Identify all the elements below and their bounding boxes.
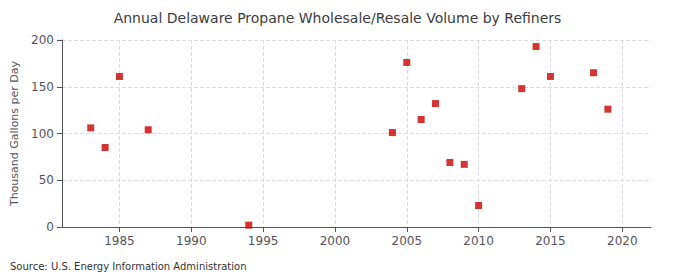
svg-text:2015: 2015 bbox=[535, 234, 566, 248]
svg-text:2010: 2010 bbox=[463, 234, 494, 248]
svg-text:0: 0 bbox=[46, 220, 54, 234]
svg-text:Thousand Gallons per Day: Thousand Gallons per Day bbox=[8, 60, 21, 207]
svg-text:200: 200 bbox=[31, 33, 54, 47]
svg-text:Annual Delaware Propane Wholes: Annual Delaware Propane Wholesale/Resale… bbox=[114, 10, 562, 26]
svg-text:2005: 2005 bbox=[392, 234, 423, 248]
svg-text:1995: 1995 bbox=[248, 234, 279, 248]
svg-text:1990: 1990 bbox=[176, 234, 207, 248]
svg-text:Source: U.S. Energy Informatio: Source: U.S. Energy Information Administ… bbox=[10, 261, 247, 272]
svg-text:2020: 2020 bbox=[607, 234, 638, 248]
svg-text:150: 150 bbox=[31, 80, 54, 94]
svg-text:50: 50 bbox=[39, 173, 54, 187]
svg-text:2000: 2000 bbox=[320, 234, 351, 248]
svg-text:100: 100 bbox=[31, 127, 54, 141]
svg-text:1985: 1985 bbox=[104, 234, 135, 248]
